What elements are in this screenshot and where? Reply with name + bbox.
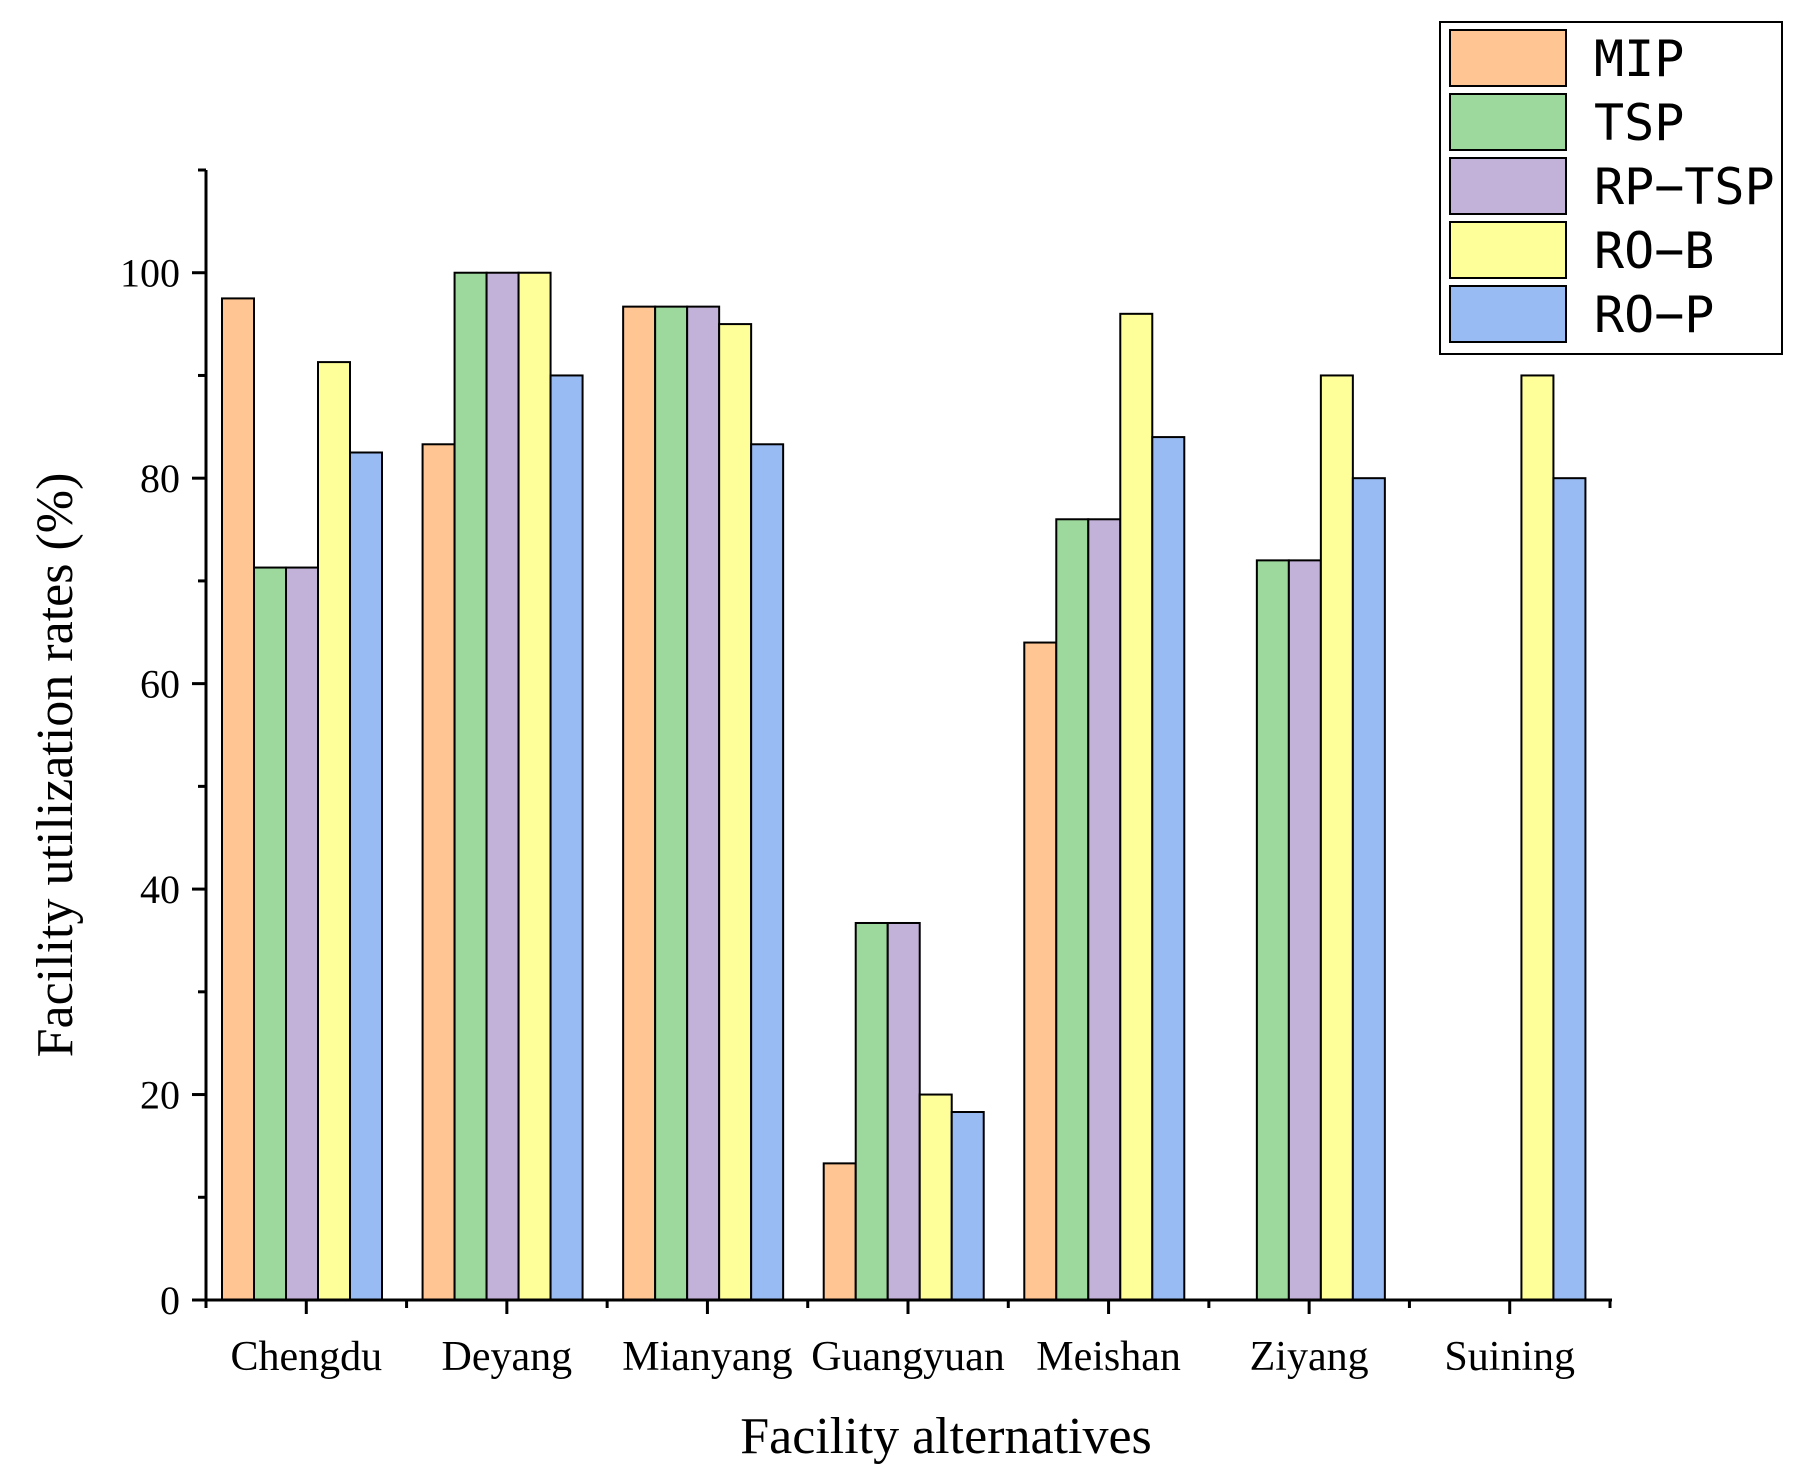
bar-mip-deyang <box>421 443 456 1302</box>
bar-rp-tsp-mianyang <box>686 305 721 1301</box>
bar-ro-b-guangyuan <box>918 1093 953 1301</box>
y-tick-label: 20 <box>140 1073 180 1118</box>
bar-mip-meishan <box>1023 641 1058 1301</box>
bar-rp-tsp-deyang <box>485 271 520 1301</box>
x-category-label: Meishan <box>1036 1334 1181 1380</box>
bar-mip-chengdu <box>221 297 255 1301</box>
x-category-label: Ziyang <box>1250 1334 1369 1380</box>
bar-tsp-chengdu <box>253 566 287 1301</box>
legend-swatch <box>1449 93 1567 151</box>
bar-tsp-deyang <box>453 271 488 1301</box>
y-tick-label: 0 <box>160 1278 180 1323</box>
legend-swatch <box>1449 29 1567 87</box>
bar-rp-tsp-meishan <box>1087 518 1122 1301</box>
y-tick-label: 40 <box>140 867 180 912</box>
y-tick-label: 100 <box>120 251 180 296</box>
x-axis-title: Facility alternatives <box>740 1408 1152 1465</box>
y-axis-title: Facility utilization rates (%) <box>27 473 84 1058</box>
bar-ro-p-chengdu <box>349 451 383 1301</box>
bar-rp-tsp-guangyuan <box>886 921 921 1301</box>
legend-swatch <box>1449 221 1567 279</box>
legend-label: MIP <box>1594 30 1684 88</box>
bar-mip-mianyang <box>622 305 657 1301</box>
ticks-layer: 0 20 40 60 80 100 <box>120 168 206 1323</box>
x-category-label: Deyang <box>442 1334 573 1380</box>
bar-tsp-guangyuan <box>854 921 889 1301</box>
bar-mip-guangyuan <box>822 1162 857 1301</box>
bar-ro-b-chengdu <box>317 361 351 1302</box>
bar-tsp-mianyang <box>654 305 689 1301</box>
x-category-label: Suining <box>1444 1334 1575 1380</box>
y-tick-label: 60 <box>140 662 180 707</box>
legend: MIP TSP RP−TSP RO−B RO−P <box>1439 21 1783 355</box>
legend-label: RO−P <box>1594 286 1714 344</box>
category-labels: Chengdu Deyang Mianyang Guangyuan Meishan Ziy… <box>204 1300 1612 1380</box>
bar-tsp-meishan <box>1055 518 1090 1301</box>
bar-ro-b-ziyang <box>1319 374 1354 1302</box>
bar-ro-p-ziyang <box>1351 477 1386 1301</box>
legend-label: RO−B <box>1594 222 1714 280</box>
bar-rp-tsp-chengdu <box>285 566 319 1301</box>
bar-ro-p-mianyang <box>750 443 785 1302</box>
legend-swatch <box>1449 157 1567 215</box>
bar-ro-b-deyang <box>517 271 552 1301</box>
x-category-label: Mianyang <box>622 1334 792 1380</box>
legend-swatch <box>1449 285 1567 343</box>
bars-layer <box>221 271 1587 1302</box>
y-tick-label: 80 <box>140 456 180 501</box>
bar-ro-p-meishan <box>1151 436 1186 1302</box>
x-category-label: Chengdu <box>230 1334 382 1380</box>
bar-ro-p-guangyuan <box>950 1111 985 1301</box>
bar-tsp-ziyang <box>1255 559 1290 1301</box>
bar-ro-b-meishan <box>1119 312 1154 1301</box>
bar-ro-p-deyang <box>549 374 584 1302</box>
legend-label: TSP <box>1594 94 1684 152</box>
bar-ro-b-mianyang <box>718 323 753 1302</box>
bar-ro-b-suining <box>1520 374 1555 1302</box>
bar-rp-tsp-ziyang <box>1287 559 1322 1301</box>
x-category-label: Guangyuan <box>811 1334 1005 1380</box>
legend-label: RP−TSP <box>1594 158 1775 216</box>
bar-ro-p-suining <box>1552 477 1587 1301</box>
